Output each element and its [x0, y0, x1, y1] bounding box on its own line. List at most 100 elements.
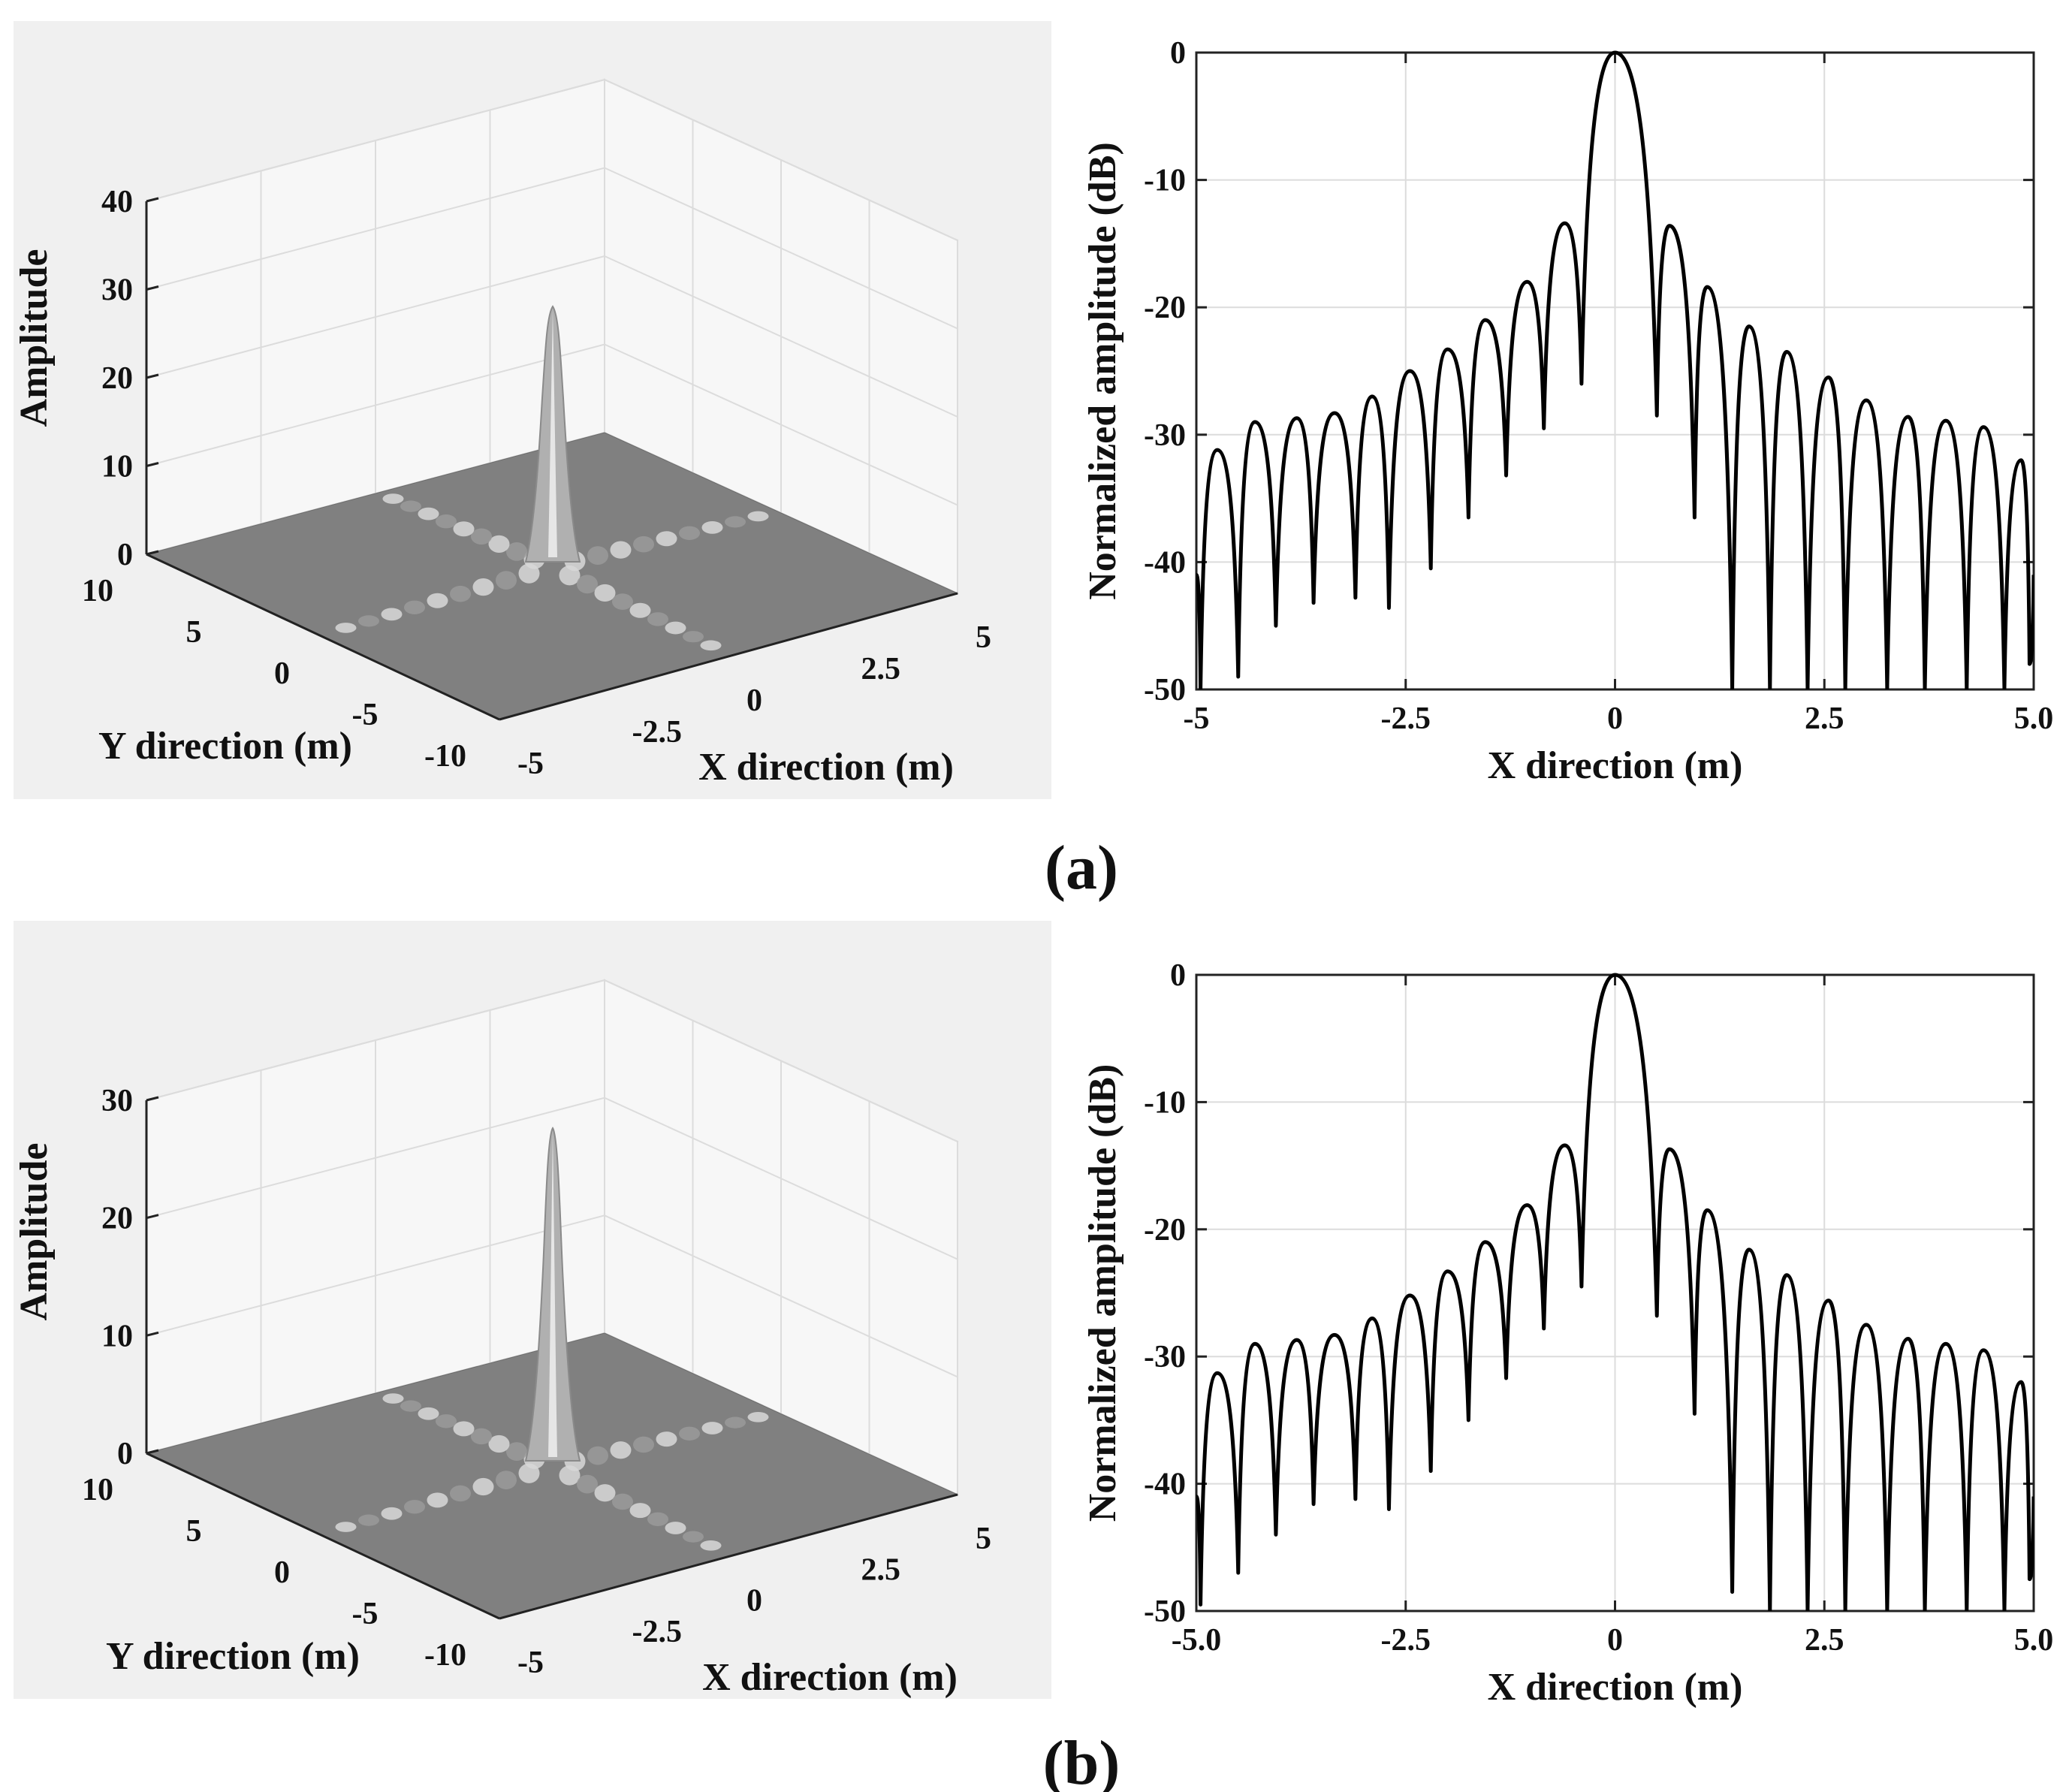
sidelobe-ridge — [594, 584, 616, 602]
sidelobe-ridge — [496, 1471, 517, 1489]
x-tick-label: -2.5 — [1381, 1623, 1431, 1658]
y-tick-label: 10 — [82, 574, 113, 608]
z-tick-mark — [146, 462, 159, 467]
sidelobe-ridge — [400, 1400, 421, 1412]
sidelobe-ridge — [683, 1531, 704, 1543]
sidelobe-ridge — [453, 1421, 475, 1437]
sidelobe-ridge — [683, 631, 704, 643]
sidelobe-ridge — [656, 531, 677, 547]
y-tick-label: -30 — [1144, 1340, 1186, 1374]
y-tick-label: 0 — [1170, 36, 1186, 71]
y-axis-line — [146, 553, 500, 721]
x-axis-label: X direction (m) — [698, 746, 954, 789]
sidelobe-ridge — [594, 1484, 616, 1502]
sidelobe-ridge — [382, 1393, 404, 1404]
sidelobe-ridge — [612, 593, 633, 610]
sidelobe-ridge — [665, 1522, 686, 1534]
surface-ridges — [335, 1393, 769, 1551]
x-axis-label: X direction (m) — [702, 1656, 958, 1699]
sidelobe-ridge — [404, 1500, 425, 1514]
sidelobe-ridge — [471, 528, 492, 545]
sidelobe-ridge — [633, 1436, 654, 1453]
sidelobe-ridge — [381, 1507, 403, 1520]
y-tick-label: -20 — [1144, 291, 1186, 325]
y-tick-label: -50 — [1144, 1594, 1186, 1629]
series-line — [1196, 973, 2034, 1611]
sidelobe-ridge — [418, 1407, 439, 1420]
sidelobe-ridge — [587, 546, 608, 565]
x-tick-label: -2.5 — [632, 715, 683, 750]
sidelobe-ridge — [453, 521, 475, 537]
sidelobe-ridge — [450, 1485, 471, 1502]
sidelobe-ridge — [427, 593, 448, 608]
sidelobe-ridge — [679, 1426, 700, 1441]
z-tick-label: 30 — [101, 1084, 133, 1118]
sidelobe-ridge — [488, 535, 510, 553]
z-tick-label: 10 — [101, 450, 133, 484]
x-tick-label: -5 — [517, 747, 544, 781]
z-tick-mark — [146, 285, 159, 291]
z-tick-mark — [146, 373, 159, 379]
sidelobe-ridge — [335, 623, 357, 633]
z-tick-label: 20 — [101, 361, 133, 396]
sidelobe-ridge — [450, 585, 471, 602]
x-tick-label: 0 — [746, 683, 762, 718]
z-tick-mark — [146, 1449, 159, 1455]
sidelobe-ridge — [381, 608, 403, 621]
sidelobe-ridge — [400, 500, 421, 512]
y-tick-label: -10 — [424, 1638, 466, 1673]
sidelobe-ridge — [656, 1431, 677, 1447]
y-tick-label: -40 — [1144, 545, 1186, 580]
sidelobe-ridge — [725, 516, 746, 528]
y-tick-label: -50 — [1144, 673, 1186, 707]
y-tick-label: 5 — [186, 615, 202, 650]
sidelobe-ridge — [506, 1442, 527, 1461]
sidelobe-ridge — [436, 1414, 457, 1428]
sidelobe-ridge — [382, 493, 404, 504]
y-tick-label: -5 — [352, 698, 379, 732]
sidelobe-ridge — [436, 514, 457, 529]
y-tick-label: 0 — [1170, 958, 1186, 993]
z-tick-label: 40 — [101, 185, 133, 219]
sidelobe-ridge — [747, 1412, 769, 1422]
x-tick-label: -5.0 — [1172, 1623, 1222, 1658]
z-tick-mark — [146, 1096, 159, 1102]
x-axis-label: X direction (m) — [1488, 1666, 1743, 1709]
y-tick-label: 5 — [186, 1514, 202, 1549]
z-axis-label: Amplitude — [13, 249, 56, 427]
y-tick-label: -30 — [1144, 418, 1186, 453]
surface-peak-highlight — [548, 309, 557, 557]
sidelobe-ridge — [404, 600, 425, 614]
surface-peak-highlight — [548, 1131, 557, 1457]
sidelobe-ridge — [335, 1522, 357, 1532]
panel-label-b: (b) — [1043, 1728, 1120, 1792]
y-tick-label: 10 — [82, 1473, 113, 1507]
sidelobe-ridge — [587, 1446, 608, 1465]
sidelobe-ridge — [747, 511, 769, 522]
sidelobe-ridge — [647, 1512, 668, 1527]
line-plot-a: -5 -2.5 0 2.5 5.0 0 -10 -20 -30 -40 -50 X direction… — [1081, 36, 2053, 787]
x-tick-label: 2.5 — [1805, 701, 1844, 736]
y-tick-label: -10 — [424, 739, 466, 774]
sidelobe-ridge — [358, 1514, 379, 1526]
sidelobe-ridge — [633, 535, 654, 553]
z-tick-label: 10 — [101, 1319, 133, 1353]
sidelobe-ridge — [577, 1474, 598, 1494]
z-tick-label: 0 — [117, 538, 133, 572]
z-tick-label: 0 — [117, 1437, 133, 1471]
y-tick-label: -20 — [1144, 1213, 1186, 1247]
surface-grid — [146, 78, 958, 595]
surface-ridges — [335, 493, 769, 651]
series-line — [1196, 50, 2034, 689]
x-tick-label: 5.0 — [2014, 1623, 2054, 1658]
sidelobe-ridge — [701, 520, 723, 534]
z-tick-label: 20 — [101, 1202, 133, 1236]
x-tick-label: 5 — [976, 1522, 991, 1556]
x-axis-line — [499, 592, 958, 721]
x-tick-label: -5 — [517, 1646, 544, 1680]
x-tick-label: -5 — [1184, 701, 1210, 736]
sidelobe-ridge — [577, 575, 598, 594]
